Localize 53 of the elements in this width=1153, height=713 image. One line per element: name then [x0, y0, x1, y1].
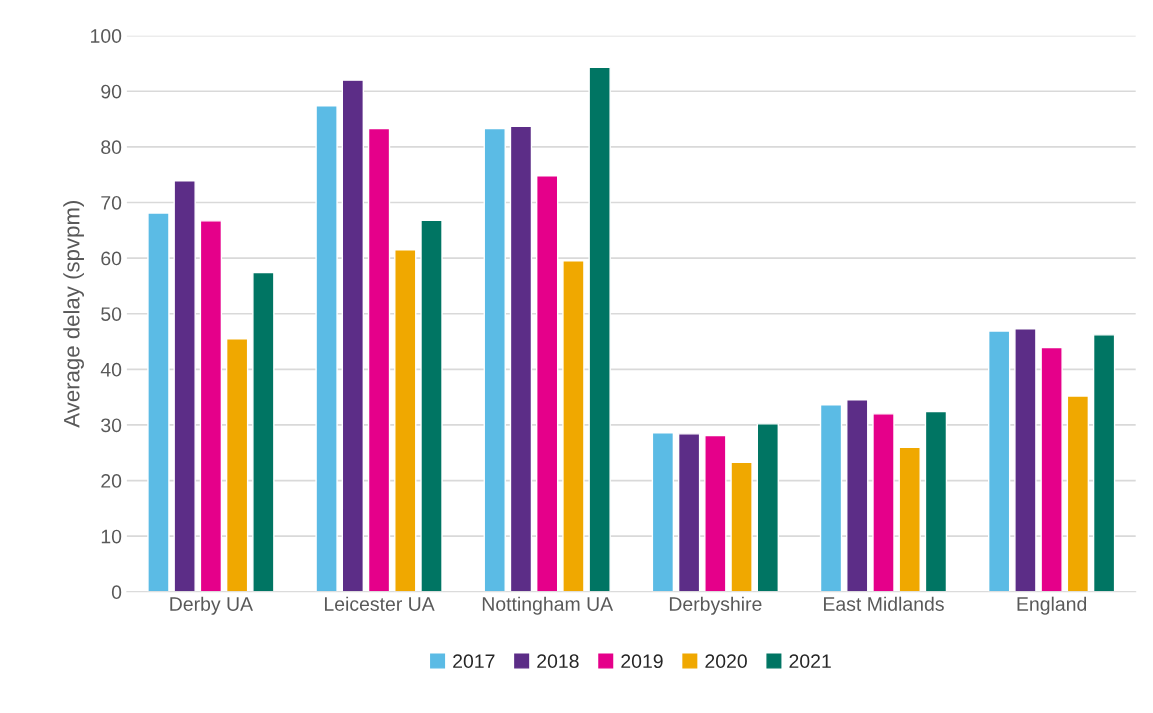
legend-label: 2019: [621, 654, 663, 669]
bar: [562, 260, 585, 592]
x-tick-label: Leicester UA: [324, 596, 435, 611]
x-tick-label: Derby UA: [170, 596, 254, 615]
bar: [898, 446, 921, 592]
bar: [420, 219, 443, 592]
bar: [394, 249, 417, 592]
bar: [225, 338, 249, 592]
bar: [147, 212, 170, 592]
y-axis-title: Average delay (spvpm): [63, 201, 84, 428]
bar: [677, 433, 701, 592]
bar: [367, 127, 391, 592]
legend-label: 2018: [537, 654, 579, 669]
bar: [173, 180, 196, 592]
x-tick-label: Derbyshire: [669, 596, 762, 615]
legend-label: 2017: [453, 654, 495, 669]
bar: [651, 432, 675, 592]
y-tick-label: 70: [101, 195, 122, 210]
bar: [846, 399, 869, 592]
y-tick-label: 40: [100, 362, 122, 377]
y-tick-label: 30: [101, 418, 122, 433]
bar: [1066, 395, 1090, 592]
y-tick-label: 50: [101, 307, 122, 321]
bar: [509, 125, 533, 592]
bar: [756, 423, 779, 592]
legend-label: 2021: [789, 654, 831, 669]
x-tick-label: East Midlands: [824, 596, 944, 611]
bar: [872, 413, 895, 592]
x-tick-label: Nottingham UA: [482, 596, 614, 615]
bar: [987, 330, 1011, 592]
y-tick-label: 80: [101, 140, 122, 155]
y-tick-label: 60: [101, 251, 122, 266]
bar: [536, 175, 559, 592]
bar: [924, 410, 948, 592]
y-tick-label: 20: [101, 474, 122, 488]
bar: [730, 461, 753, 592]
bar: [199, 220, 223, 592]
y-tick-label: 0: [111, 585, 122, 600]
bar: [704, 434, 727, 592]
bar: [1014, 328, 1037, 592]
y-tick-label: 10: [101, 529, 122, 544]
bar: [819, 404, 843, 592]
y-tick-label: 100: [91, 29, 122, 43]
bar: [1040, 346, 1063, 592]
x-tick-label: England: [1017, 596, 1087, 615]
bar: [483, 127, 506, 592]
bar: [252, 271, 275, 592]
bar: [588, 66, 611, 592]
bar: [1092, 334, 1116, 592]
legend-label: 2020: [705, 654, 747, 669]
bar: [315, 105, 338, 592]
bar: [341, 79, 365, 592]
y-tick-label: 90: [101, 84, 122, 99]
